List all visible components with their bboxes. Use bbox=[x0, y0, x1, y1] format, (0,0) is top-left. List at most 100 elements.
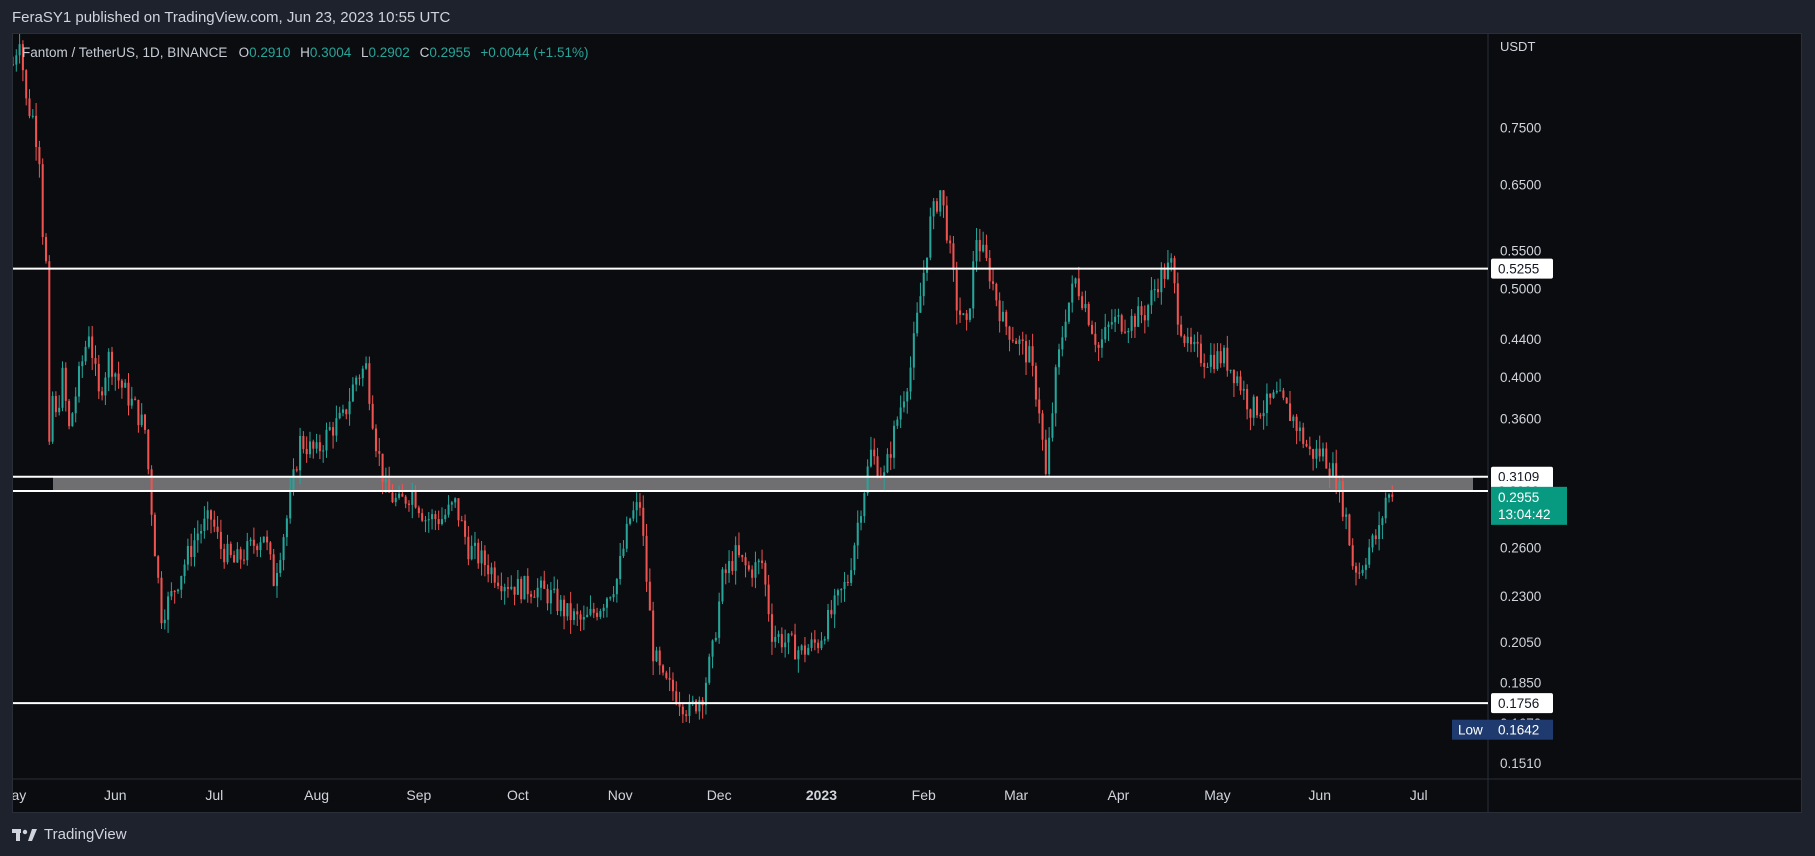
candle-body bbox=[1137, 306, 1140, 327]
candle-body bbox=[84, 346, 87, 362]
candle-body bbox=[500, 585, 503, 592]
level-price-label: 0.5255 bbox=[1498, 262, 1539, 277]
candle-body bbox=[1038, 399, 1041, 414]
candle-body bbox=[1213, 354, 1216, 369]
candle-body bbox=[513, 586, 516, 595]
candle-body bbox=[1358, 572, 1361, 574]
candle-body bbox=[592, 608, 595, 613]
candle-body bbox=[223, 548, 226, 563]
chart-canvas[interactable]: USDT 0.7500 0.6500 0.5500 0.5000 0.4400 0.4000… bbox=[13, 34, 1802, 813]
candle-body bbox=[266, 536, 269, 543]
candle-body bbox=[1094, 333, 1097, 345]
candle-body bbox=[483, 550, 486, 566]
candle-body bbox=[437, 519, 440, 525]
candle-body bbox=[1384, 497, 1387, 519]
y-tick-label: 0.5500 bbox=[1500, 244, 1541, 259]
candle-body bbox=[1180, 324, 1183, 336]
candle-body bbox=[1378, 525, 1381, 540]
candle-body bbox=[836, 590, 839, 596]
candle-body bbox=[272, 554, 275, 586]
candle-body bbox=[91, 336, 94, 358]
candle-body bbox=[803, 645, 806, 655]
candle-body bbox=[734, 545, 737, 571]
candle-body bbox=[404, 496, 407, 504]
candle-body bbox=[629, 518, 632, 524]
candle-body bbox=[431, 514, 434, 520]
candle-body bbox=[153, 514, 156, 557]
candle-body bbox=[1338, 481, 1341, 490]
candle-body bbox=[516, 578, 519, 595]
level-price-badge bbox=[1491, 258, 1553, 279]
candle-body bbox=[1328, 468, 1331, 477]
candle-body bbox=[447, 504, 450, 515]
candle-body bbox=[1345, 514, 1348, 517]
low-label: L bbox=[360, 45, 369, 60]
candle-body bbox=[1305, 443, 1308, 447]
candle-body bbox=[229, 543, 232, 556]
candle-body bbox=[1041, 413, 1044, 440]
candle-body bbox=[262, 536, 265, 543]
candle-body bbox=[427, 519, 430, 521]
candle-body bbox=[421, 513, 424, 521]
candle-body bbox=[54, 396, 57, 413]
candle-body bbox=[1295, 416, 1298, 431]
candle-body bbox=[1222, 347, 1226, 364]
candle-body bbox=[464, 520, 467, 537]
candle-body bbox=[206, 510, 209, 519]
candle-body bbox=[992, 281, 995, 284]
candle-body bbox=[374, 428, 377, 452]
candle-body bbox=[817, 642, 820, 649]
candle-body bbox=[315, 442, 318, 449]
candle-body bbox=[1001, 311, 1004, 322]
candle-body bbox=[417, 507, 420, 514]
y-tick-label: 0.3600 bbox=[1500, 412, 1541, 427]
candle-body bbox=[718, 601, 721, 638]
candle-body bbox=[289, 489, 292, 519]
candle-body bbox=[87, 336, 90, 347]
candle-body bbox=[299, 435, 302, 471]
candle-body bbox=[1018, 339, 1021, 344]
candle-body bbox=[807, 647, 810, 655]
candle-body bbox=[180, 576, 183, 590]
candle-body bbox=[470, 545, 473, 560]
candle-body bbox=[31, 115, 34, 117]
candle-body bbox=[44, 237, 48, 262]
candle-body bbox=[559, 599, 562, 611]
chart-panel[interactable]: USDT 0.7500 0.6500 0.5500 0.5000 0.4400 0.4000… bbox=[12, 33, 1802, 813]
candle-body bbox=[850, 570, 853, 583]
candle-body bbox=[1292, 416, 1295, 421]
candle-body bbox=[883, 472, 886, 478]
candle-body bbox=[949, 240, 952, 244]
candle-body bbox=[1067, 302, 1070, 322]
footer-branding[interactable]: TradingView bbox=[12, 826, 127, 843]
candle-body bbox=[407, 503, 410, 505]
candle-body bbox=[860, 516, 863, 523]
candle-body bbox=[764, 562, 767, 585]
candle-body bbox=[731, 561, 734, 571]
last-price-value: 0.2955 bbox=[1498, 490, 1539, 505]
candle-body bbox=[965, 313, 968, 320]
candle-body bbox=[1061, 337, 1064, 350]
candle-body bbox=[813, 639, 816, 643]
candle-body bbox=[612, 594, 615, 598]
candle-body bbox=[302, 435, 305, 449]
candle-body bbox=[642, 507, 645, 536]
candle-body bbox=[576, 611, 579, 615]
candle-body bbox=[450, 502, 453, 505]
candle-body bbox=[889, 454, 892, 458]
candle-body bbox=[1391, 494, 1394, 497]
candle-body bbox=[1275, 390, 1278, 393]
candle-body bbox=[440, 519, 443, 525]
candle-body bbox=[985, 244, 988, 259]
footer-brand-text: TradingView bbox=[44, 826, 127, 843]
candle-body bbox=[1368, 547, 1371, 565]
candle-body bbox=[662, 665, 665, 673]
candle-body bbox=[688, 701, 691, 716]
y-tick-label: 0.2600 bbox=[1500, 541, 1541, 556]
candle-body bbox=[101, 391, 104, 396]
y-tick-label: 0.1510 bbox=[1500, 756, 1541, 771]
candle-body bbox=[1058, 349, 1061, 368]
candle-body bbox=[959, 310, 962, 315]
candle-body bbox=[1071, 283, 1074, 303]
candle-body bbox=[361, 368, 364, 379]
